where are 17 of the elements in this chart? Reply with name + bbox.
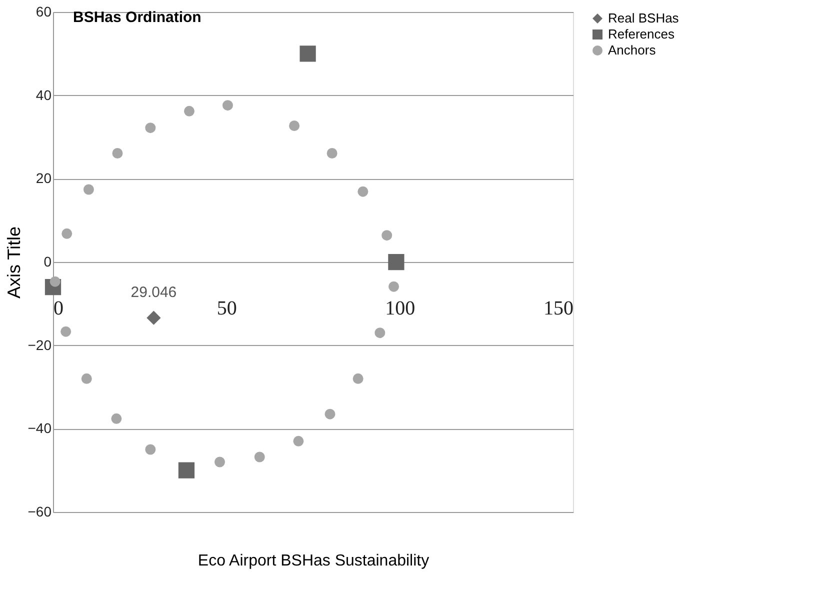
y-tick-label: −60: [28, 504, 52, 520]
y-tick-label: 20: [36, 170, 52, 186]
chart-title: BSHas Ordination: [73, 9, 202, 26]
x-tick-label: 50: [216, 298, 237, 320]
legend-label: Anchors: [608, 42, 656, 58]
x-tick-label: 100: [385, 298, 416, 320]
y-tick-label: 40: [36, 86, 52, 103]
x-tick-label: 150: [544, 298, 574, 320]
y-tick-label: −40: [28, 420, 52, 436]
y-tick-label: 60: [36, 4, 52, 20]
x-axis-title: Eco Airport BSHas Sustainability: [198, 552, 430, 570]
annotation: 29.046: [130, 284, 177, 301]
y-axis-title: Axis Title: [4, 226, 24, 299]
legend-label: Real BSHas: [608, 10, 680, 26]
legend-label: References: [608, 26, 675, 42]
y-tick-label: −20: [28, 336, 52, 353]
y-tick-label: 0: [44, 254, 52, 270]
